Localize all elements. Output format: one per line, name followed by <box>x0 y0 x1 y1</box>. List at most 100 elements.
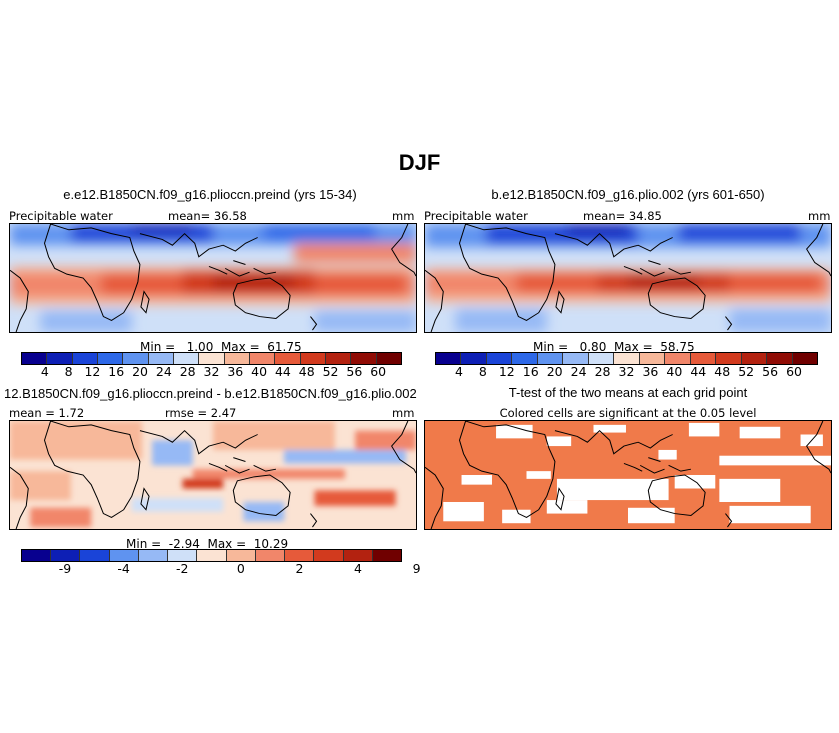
panel-subtitle-br: Colored cells are significant at the 0.0… <box>499 406 757 420</box>
rmse-label-bl: rmse = 2.47 <box>165 406 237 420</box>
colorbar-swatch <box>123 353 149 364</box>
colorbar-swatch <box>168 550 198 561</box>
colorbar-swatch <box>47 353 73 364</box>
colorbar-tick-label: 28 <box>594 364 611 379</box>
colorbar-ticks-bl: -9 -4 -2 0 2 4 9 <box>21 561 421 577</box>
panel-title-tl: e.e12.B1850CN.f09_g16.plioccn.preind (yr… <box>63 187 357 202</box>
colorbar-tick-label: 56 <box>762 364 779 379</box>
colorbar-tick-label: 16 <box>522 364 539 379</box>
colorbar-swatch <box>376 353 401 364</box>
colorbar-tick-label: 36 <box>227 364 244 379</box>
colorbar-swatch <box>197 550 227 561</box>
colorbar-tick-label: 44 <box>690 364 707 379</box>
panel-title-br: T-test of the two means at each grid poi… <box>508 385 748 400</box>
colorbar-tick-label: 16 <box>108 364 125 379</box>
variable-label-tr: Precipitable water <box>424 209 528 223</box>
colorbar-swatch <box>351 353 377 364</box>
map-precip-plio <box>424 223 832 333</box>
colorbar-tick-label: 9 <box>412 561 421 576</box>
colorbar-swatch <box>226 550 256 561</box>
colorbar-swatch <box>461 353 487 364</box>
colorbar-tick-label: 2 <box>295 561 304 576</box>
mean-label-tl: mean= 36.58 <box>168 209 247 223</box>
colorbar-bl <box>21 549 402 562</box>
colorbar-tick-label: -9 <box>58 561 72 576</box>
colorbar-swatch <box>792 353 818 364</box>
colorbar-tick-label: -4 <box>117 561 130 576</box>
colorbar-ticks-tr: 4 8 12 16 20 24 28 32 36 40 44 48 52 56 60 <box>435 364 818 380</box>
colorbar-swatch <box>199 353 225 364</box>
colorbar-swatch <box>285 550 315 561</box>
colorbar-swatch <box>51 550 81 561</box>
significance-field-br <box>425 421 831 529</box>
colorbar-swatch <box>148 353 174 364</box>
colorbar-tick-label: 24 <box>570 364 587 379</box>
colorbar-tick-label: 12 <box>498 364 515 379</box>
colorbar-ticks-tl: 4 8 12 16 20 24 28 32 36 40 44 48 52 56 60 <box>21 364 402 380</box>
colorbar-tick-label: 32 <box>618 364 635 379</box>
colorbar-tick-label: 40 <box>251 364 268 379</box>
colorbar-swatch <box>72 353 98 364</box>
colorbar-tick-label: 24 <box>155 364 172 379</box>
colorbar-tick-label: 48 <box>298 364 315 379</box>
colorbar-tick-label: 32 <box>203 364 220 379</box>
figure-title: DJF <box>398 150 441 175</box>
minmax-bl: Min = -2.94 Max = 10.29 <box>126 537 289 551</box>
colorbar-swatch <box>138 550 169 561</box>
colorbar-tick-label: 8 <box>478 364 487 379</box>
colorbar-tick-label: -2 <box>175 561 189 576</box>
colorbar-swatch <box>563 353 589 364</box>
colorbar-tick-label: 52 <box>738 364 755 379</box>
colorbar-swatch <box>300 353 326 364</box>
diff-field-bl <box>10 421 416 529</box>
colorbar-swatch <box>224 353 250 364</box>
colorbar-tick-label: 20 <box>546 364 563 379</box>
colorbar-swatch <box>173 353 200 364</box>
colorbar-swatch <box>22 353 48 364</box>
colorbar-tr <box>435 352 818 365</box>
colorbar-swatch <box>614 353 640 364</box>
colorbar-tick-label: 4 <box>40 364 49 379</box>
colorbar-swatch <box>741 353 768 364</box>
colorbar-swatch <box>325 353 352 364</box>
colorbar-tick-label: 60 <box>370 364 387 379</box>
panel-title-tr: b.e12.B1850CN.f09_g16.plio.002 (yrs 601-… <box>491 187 765 202</box>
colorbar-tick-label: 48 <box>714 364 731 379</box>
units-label-bl: mm <box>392 406 415 420</box>
variable-label-tl: Precipitable water <box>9 209 113 223</box>
colorbar-tick-label: 4 <box>354 561 362 576</box>
colorbar-tick-label: 4 <box>454 364 463 379</box>
colorbar-tick-label: 44 <box>274 364 291 379</box>
colorbar-tick-label: 12 <box>84 364 101 379</box>
colorbar-swatch <box>690 353 717 364</box>
colorbar-swatch <box>372 550 402 561</box>
colorbar-swatch <box>343 550 373 561</box>
colorbar-tick-label: 52 <box>322 364 339 379</box>
colorbar-swatch <box>314 550 344 561</box>
colorbar-swatch <box>249 353 276 364</box>
units-label-tr: mm <box>808 209 831 223</box>
colorbar-tl <box>21 352 402 365</box>
colorbar-swatch <box>588 353 615 364</box>
colorbar-swatch <box>767 353 793 364</box>
colorbar-swatch <box>537 353 564 364</box>
colorbar-tick-label: 60 <box>786 364 803 379</box>
colorbar-swatch <box>97 353 124 364</box>
minmax-tl: Min = 1.00 Max = 61.75 <box>140 340 302 354</box>
colorbar-swatch <box>255 550 286 561</box>
map-significance <box>424 420 832 530</box>
colorbar-swatch <box>109 550 139 561</box>
mean-label-tr: mean= 34.85 <box>583 209 662 223</box>
colorbar-tick-label: 28 <box>179 364 196 379</box>
colorbar-tick-label: 20 <box>132 364 149 379</box>
map-precip-control <box>9 223 417 333</box>
mean-label-bl: mean = 1.72 <box>9 406 85 420</box>
minmax-tr: Min = 0.80 Max = 58.75 <box>533 340 695 354</box>
precip-field-tl <box>10 224 416 332</box>
colorbar-swatch <box>22 550 52 561</box>
units-label-tl: mm <box>392 209 415 223</box>
colorbar-tick-label: 8 <box>64 364 73 379</box>
colorbar-tick-label: 36 <box>642 364 659 379</box>
panel-title-bl: 12.B1850CN.f09_g16.plioccn.preind - b.e1… <box>4 386 417 401</box>
colorbar-swatch <box>639 353 666 364</box>
